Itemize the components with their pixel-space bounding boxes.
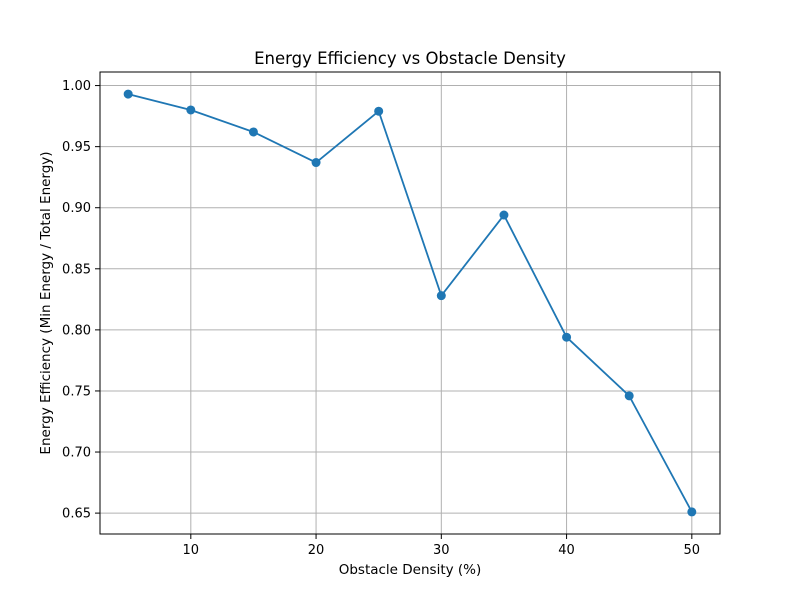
y-tick-label: 0.90 <box>62 201 91 216</box>
x-tick-label: 30 <box>433 543 450 558</box>
x-axis-label: Obstacle Density (%) <box>339 562 482 578</box>
data-point <box>687 507 697 517</box>
x-tick-label: 10 <box>183 543 200 558</box>
y-axis-ticks: 0.65 0.70 0.75 0.80 0.85 0.90 0.95 1.00 <box>62 79 100 522</box>
y-tick-label: 0.80 <box>62 323 91 338</box>
y-tick-label: 0.65 <box>62 507 91 522</box>
data-point <box>123 89 133 99</box>
data-point <box>248 127 258 137</box>
grid-lines <box>100 72 720 534</box>
y-tick-label: 0.85 <box>62 262 91 277</box>
data-point <box>311 158 321 168</box>
x-axis-ticks: 10 20 30 40 50 <box>183 534 701 558</box>
plot-frame <box>99 71 721 535</box>
y-tick-label: 1.00 <box>62 79 91 94</box>
data-point <box>499 210 509 220</box>
y-tick-label: 0.95 <box>62 140 91 155</box>
x-tick-label: 50 <box>684 543 701 558</box>
series-line <box>127 93 693 513</box>
y-tick-label: 0.75 <box>62 384 91 399</box>
x-tick-label: 20 <box>308 543 325 558</box>
y-tick-label: 0.70 <box>62 446 91 461</box>
x-tick-label: 40 <box>558 543 575 558</box>
data-point <box>624 391 634 401</box>
chart-title: Energy Efficiency vs Obstacle Density <box>254 49 566 68</box>
data-point <box>186 105 196 115</box>
data-point <box>374 106 384 116</box>
data-point <box>562 332 572 342</box>
data-series <box>123 89 697 517</box>
plot-area <box>100 72 720 534</box>
y-axis-label: Energy Efficiency (Min Energy / Total En… <box>38 151 54 454</box>
data-point <box>436 291 446 301</box>
